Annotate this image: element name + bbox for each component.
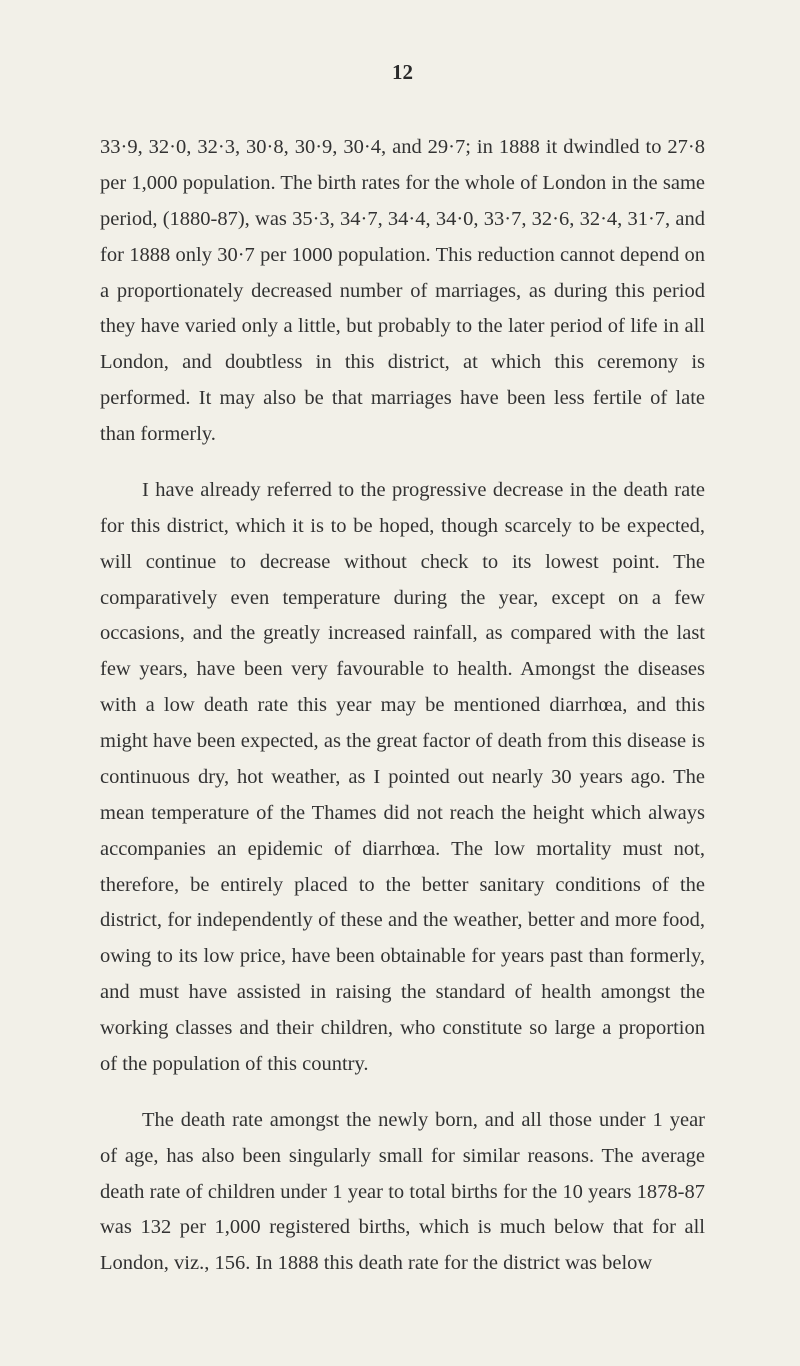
paragraph-1: 33·9, 32·0, 32·3, 30·8, 30·9, 30·4, and …	[100, 130, 705, 453]
page-number: 12	[100, 60, 705, 85]
paragraph-2: I have already referred to the progressi…	[100, 473, 705, 1083]
paragraph-3: The death rate amongst the newly born, a…	[100, 1103, 705, 1282]
